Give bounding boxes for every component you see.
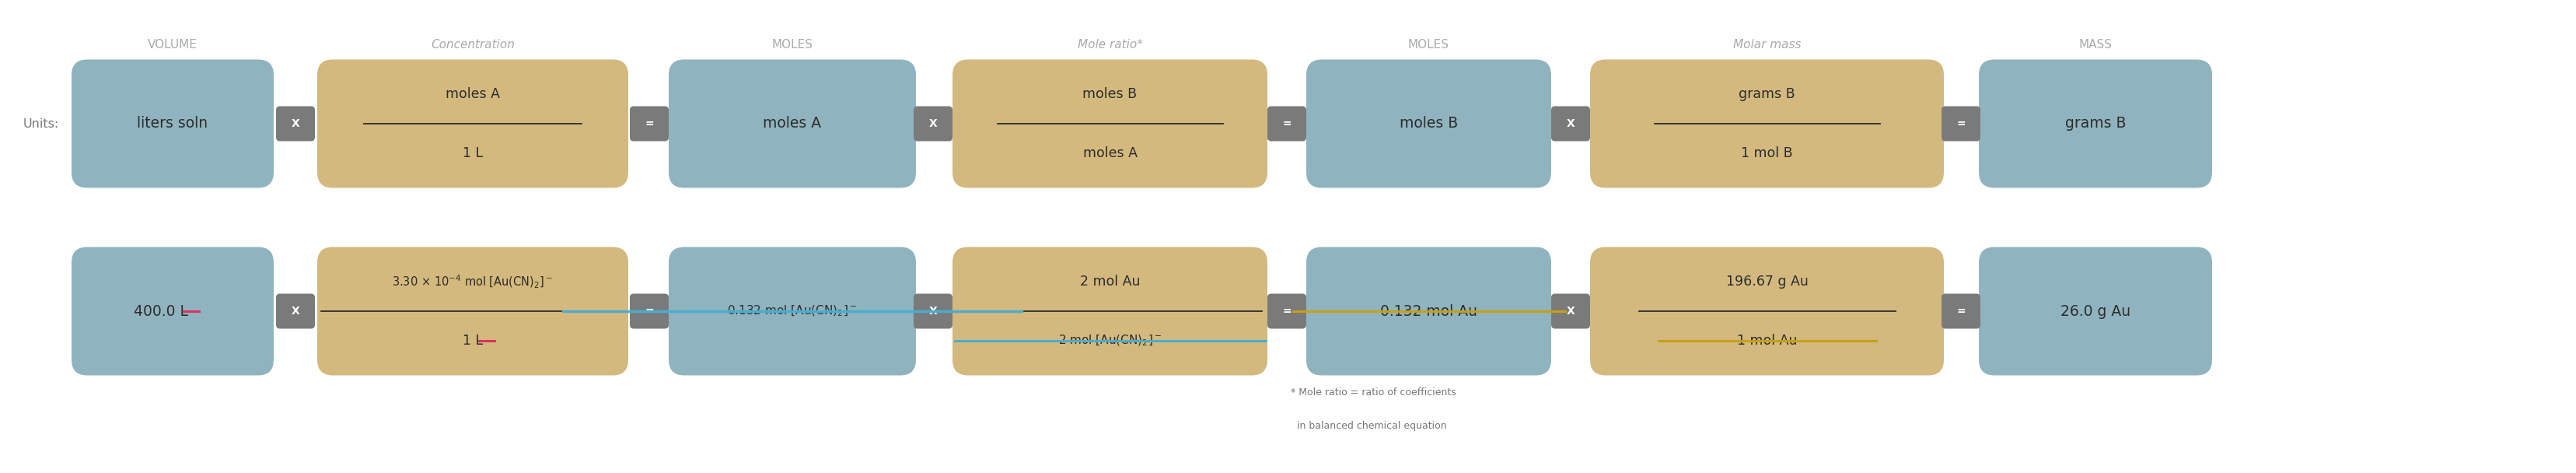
FancyBboxPatch shape xyxy=(1306,247,1551,376)
FancyBboxPatch shape xyxy=(670,247,917,376)
Text: 1 L: 1 L xyxy=(464,334,482,348)
Text: 0.132 mol Au: 0.132 mol Au xyxy=(1381,304,1476,319)
FancyBboxPatch shape xyxy=(670,60,917,188)
FancyBboxPatch shape xyxy=(1267,294,1306,329)
FancyBboxPatch shape xyxy=(629,294,670,329)
Text: 1 mol B: 1 mol B xyxy=(1741,146,1793,160)
FancyBboxPatch shape xyxy=(1306,60,1551,188)
Text: moles A: moles A xyxy=(446,87,500,101)
Text: 400.0 L: 400.0 L xyxy=(134,304,188,319)
FancyBboxPatch shape xyxy=(276,294,314,329)
Text: MASS: MASS xyxy=(2079,39,2112,51)
FancyBboxPatch shape xyxy=(72,247,273,376)
FancyBboxPatch shape xyxy=(276,106,314,141)
Text: grams B: grams B xyxy=(2066,116,2125,131)
FancyBboxPatch shape xyxy=(953,247,1267,376)
Text: =: = xyxy=(1955,306,1965,316)
Text: MOLES: MOLES xyxy=(1409,39,1450,51)
Text: moles B: moles B xyxy=(1399,116,1458,131)
Text: 1 L: 1 L xyxy=(464,146,482,160)
FancyBboxPatch shape xyxy=(1942,106,1981,141)
Text: Mole ratio*: Mole ratio* xyxy=(1077,39,1144,51)
Text: =: = xyxy=(1283,118,1291,129)
Text: =: = xyxy=(1283,306,1291,316)
FancyBboxPatch shape xyxy=(1589,247,1945,376)
FancyBboxPatch shape xyxy=(1267,106,1306,141)
Text: in balanced chemical equation: in balanced chemical equation xyxy=(1291,421,1448,431)
Text: =: = xyxy=(644,118,654,129)
Text: * Mole ratio = ratio of coefficients: * Mole ratio = ratio of coefficients xyxy=(1291,388,1455,398)
Text: X: X xyxy=(291,306,299,316)
Text: moles B: moles B xyxy=(1082,87,1136,101)
FancyBboxPatch shape xyxy=(953,60,1267,188)
Text: 1 mol Au: 1 mol Au xyxy=(1736,334,1798,348)
FancyBboxPatch shape xyxy=(72,60,273,188)
Text: 2 mol [Au(CN)$_2$]$^-$: 2 mol [Au(CN)$_2$]$^-$ xyxy=(1059,333,1162,348)
FancyBboxPatch shape xyxy=(1551,106,1589,141)
Text: VOLUME: VOLUME xyxy=(147,39,198,51)
FancyBboxPatch shape xyxy=(629,106,670,141)
Text: X: X xyxy=(1566,306,1574,316)
FancyBboxPatch shape xyxy=(1978,60,2213,188)
FancyBboxPatch shape xyxy=(1551,294,1589,329)
Text: =: = xyxy=(644,306,654,316)
FancyBboxPatch shape xyxy=(914,294,953,329)
FancyBboxPatch shape xyxy=(317,247,629,376)
Text: X: X xyxy=(930,118,938,129)
Text: MOLES: MOLES xyxy=(773,39,814,51)
Text: 2 mol Au: 2 mol Au xyxy=(1079,275,1141,289)
Text: grams B: grams B xyxy=(1739,87,1795,101)
Text: X: X xyxy=(291,118,299,129)
Text: moles A: moles A xyxy=(1082,146,1136,160)
FancyBboxPatch shape xyxy=(1589,60,1945,188)
Text: X: X xyxy=(930,306,938,316)
Text: Molar mass: Molar mass xyxy=(1734,39,1801,51)
Text: moles A: moles A xyxy=(762,116,822,131)
Text: 0.132 mol [Au(CN)$_2$]$^-$: 0.132 mol [Au(CN)$_2$]$^-$ xyxy=(726,304,858,318)
Text: Concentration: Concentration xyxy=(430,39,515,51)
Text: liters soln: liters soln xyxy=(137,116,209,131)
FancyBboxPatch shape xyxy=(914,106,953,141)
Text: 26.0 g Au: 26.0 g Au xyxy=(2061,304,2130,319)
Text: 196.67 g Au: 196.67 g Au xyxy=(1726,275,1808,289)
Text: Units:: Units: xyxy=(23,118,59,130)
FancyBboxPatch shape xyxy=(317,60,629,188)
Text: X: X xyxy=(1566,118,1574,129)
Text: 3.30 $\times$ 10$^{-4}$ mol [Au(CN)$_2$]$^-$: 3.30 $\times$ 10$^{-4}$ mol [Au(CN)$_2$]… xyxy=(392,273,554,290)
FancyBboxPatch shape xyxy=(1942,294,1981,329)
Text: =: = xyxy=(1955,118,1965,129)
FancyBboxPatch shape xyxy=(1978,247,2213,376)
